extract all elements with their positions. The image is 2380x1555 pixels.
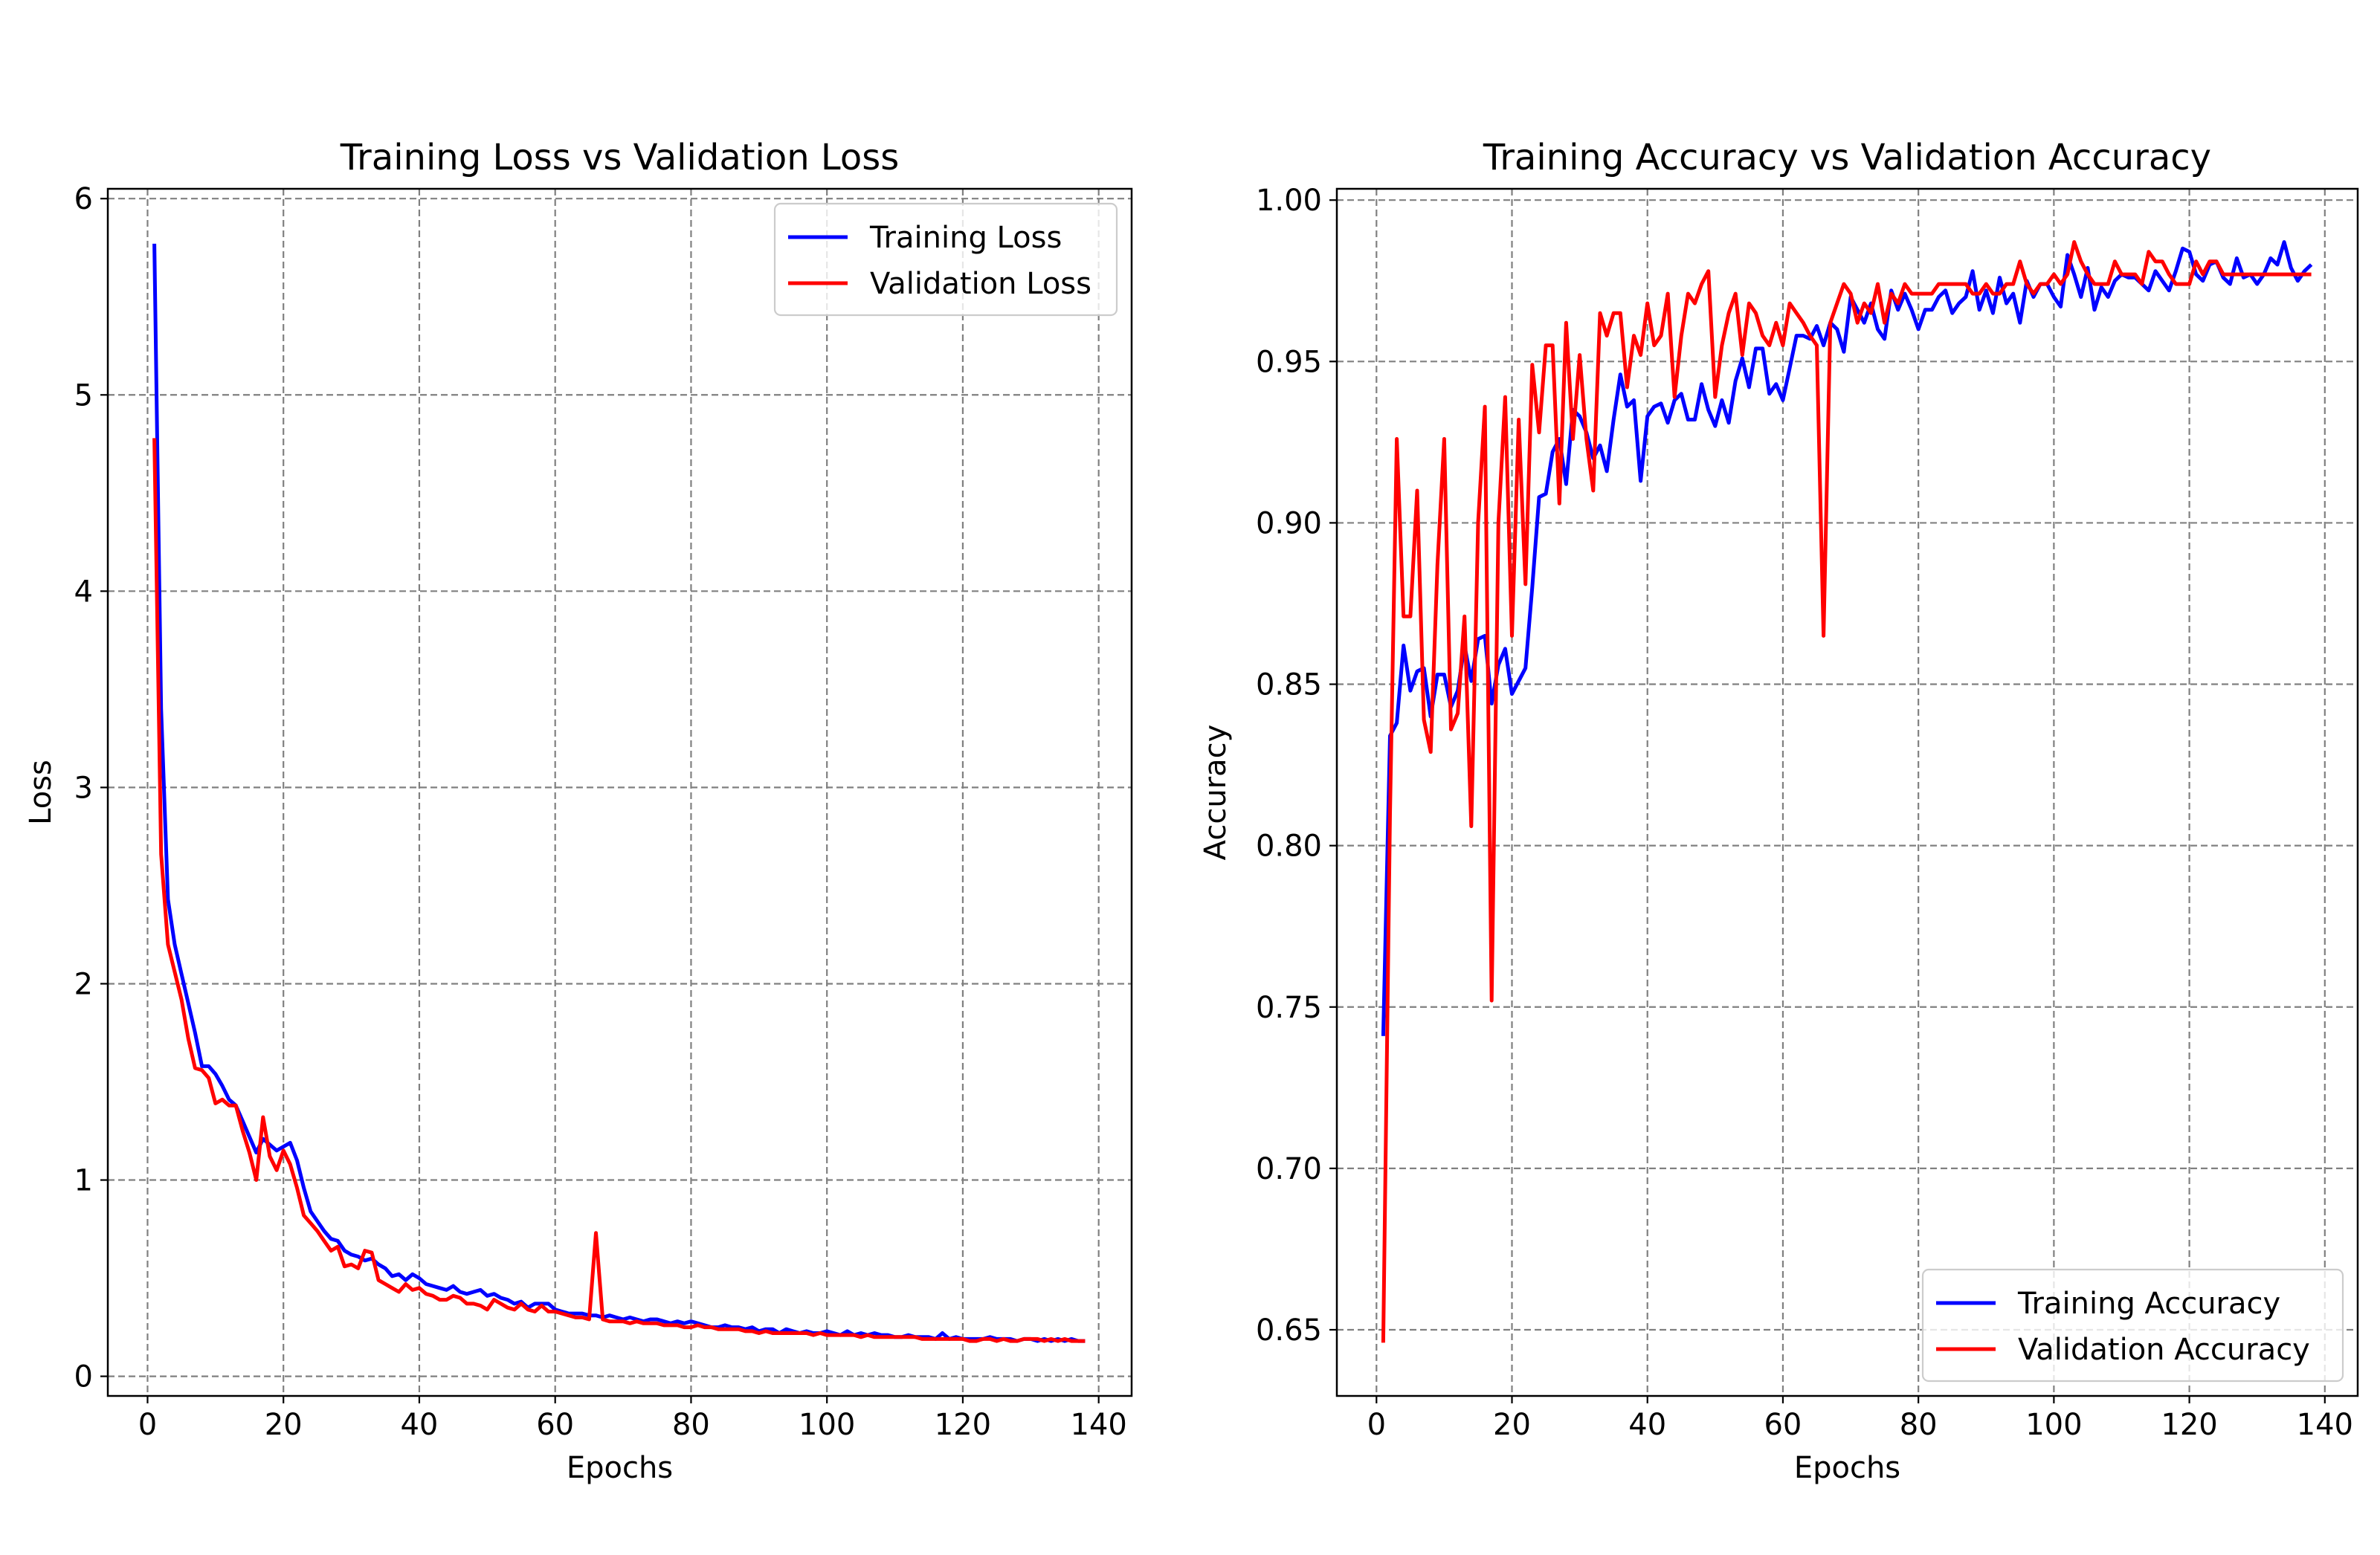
accuracy-x-tick-label: 20 [1493, 1408, 1531, 1442]
loss-y-axis-label: Loss [24, 760, 58, 825]
accuracy-legend-label: Training Accuracy [2017, 1287, 2280, 1321]
accuracy-line-training-accuracy [1381, 240, 2313, 1036]
accuracy-series-lines [1381, 240, 2313, 1343]
accuracy-plot-frame [1335, 187, 2359, 1397]
loss-y-tick-label: 2 [74, 967, 93, 1001]
accuracy-y-tick-label: 0.90 [1256, 506, 1322, 540]
loss-x-tick-label: 100 [799, 1408, 855, 1442]
loss-y-tick-label: 6 [74, 182, 93, 216]
accuracy-x-tick-label: 140 [2297, 1408, 2353, 1442]
loss-grid [108, 189, 1132, 1396]
loss-chart: 0 20 40 60 80 100 120 140 0 1 2 3 4 5 6 Training Loss… [24, 137, 1133, 1485]
loss-x-axis-label: Epochs [567, 1451, 673, 1485]
loss-x-tick-label: 0 [138, 1408, 157, 1442]
accuracy-x-tick-label: 100 [2025, 1408, 2082, 1442]
loss-x-tick-label: 140 [1071, 1408, 1127, 1442]
accuracy-x-ticks: 0 20 40 60 80 100 120 140 [1367, 1396, 2353, 1442]
accuracy-line-validation-accuracy [1381, 240, 2312, 1343]
accuracy-legend-label: Validation Accuracy [2018, 1333, 2310, 1367]
loss-y-ticks: 0 1 2 3 4 5 6 [74, 182, 108, 1394]
loss-x-tick-label: 60 [536, 1408, 574, 1442]
loss-y-tick-label: 5 [74, 378, 93, 413]
loss-legend-label: Validation Loss [870, 267, 1091, 301]
loss-legend-box [773, 202, 1118, 317]
loss-legend: Training Loss Validation Loss [773, 202, 1118, 317]
accuracy-legend-box [1921, 1268, 2344, 1383]
loss-y-tick-label: 0 [74, 1360, 93, 1394]
accuracy-y-ticks: 0.65 0.70 0.75 0.80 0.85 0.90 0.95 1.00 [1256, 184, 1337, 1348]
accuracy-x-tick-label: 120 [2161, 1408, 2217, 1442]
loss-x-tick-label: 120 [935, 1408, 991, 1442]
accuracy-y-tick-label: 0.65 [1256, 1313, 1322, 1348]
loss-y-tick-label: 1 [74, 1164, 93, 1198]
accuracy-y-tick-label: 0.85 [1256, 668, 1322, 702]
accuracy-y-tick-label: 0.75 [1256, 991, 1322, 1025]
loss-series-lines [152, 243, 1086, 1343]
loss-line-validation-loss [152, 438, 1086, 1343]
accuracy-y-tick-label: 0.70 [1256, 1152, 1322, 1186]
accuracy-legend: Training Accuracy Validation Accuracy [1921, 1268, 2344, 1383]
loss-x-tick-label: 40 [400, 1408, 438, 1442]
accuracy-y-tick-label: 0.95 [1256, 345, 1322, 379]
loss-plot-frame [106, 187, 1133, 1397]
accuracy-chart-title: Training Accuracy vs Validation Accuracy [1483, 137, 2211, 178]
accuracy-y-tick-label: 1.00 [1256, 184, 1322, 218]
accuracy-grid [1337, 189, 2358, 1396]
accuracy-x-tick-label: 80 [1900, 1408, 1938, 1442]
accuracy-y-axis-label: Accuracy [1199, 725, 1233, 861]
loss-y-tick-label: 3 [74, 771, 93, 805]
loss-x-ticks: 0 20 40 60 80 100 120 140 [138, 1396, 1127, 1442]
loss-x-tick-label: 20 [265, 1408, 303, 1442]
accuracy-x-tick-label: 0 [1367, 1408, 1386, 1442]
accuracy-x-tick-label: 60 [1764, 1408, 1802, 1442]
loss-y-tick-label: 4 [74, 575, 93, 609]
loss-x-tick-label: 80 [672, 1408, 710, 1442]
accuracy-x-tick-label: 40 [1628, 1408, 1666, 1442]
accuracy-x-axis-label: Epochs [1794, 1451, 1900, 1485]
loss-legend-label: Training Loss [869, 221, 1062, 255]
loss-chart-title: Training Loss vs Validation Loss [340, 137, 899, 178]
accuracy-chart: 0 20 40 60 80 100 120 140 0.650.700.750.800.850… [1199, 137, 2359, 1485]
accuracy-y-tick-label: 0.80 [1256, 830, 1322, 864]
